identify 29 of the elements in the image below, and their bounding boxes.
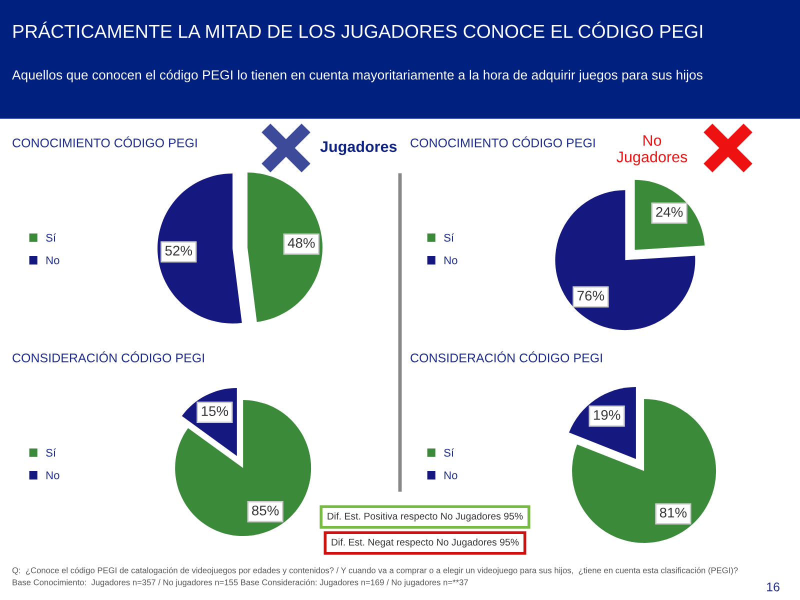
chart-title: CONSIDERACIÓN CÓDIGO PEGI xyxy=(410,351,602,362)
legend-label: Sí xyxy=(46,233,56,242)
legend-label: Sí xyxy=(444,233,454,242)
data-label: 15% xyxy=(202,406,228,416)
chart-title: CONOCIMIENTO CÓDIGO PEGI xyxy=(410,136,595,148)
text: PRÁCTICAMENTE LA MITAD DE LOS JUGADORES CONOCE EL CÓDIGO PEGI xyxy=(14,22,702,38)
text: No Jugadores xyxy=(616,135,688,166)
text: Dif. Est. Positiva respecto No Jugadores 95% xyxy=(328,512,523,522)
text: Aquellos que conocen el código PEGI lo tienen en cuenta mayoritariamente a la hora de adquirir juegos para sus hijos xyxy=(12,70,702,82)
chart-title: CONSIDERACIÓN CÓDIGO PEGI xyxy=(12,351,204,362)
legend-label: No xyxy=(46,256,60,264)
legend-label: No xyxy=(444,472,458,480)
legend-label: No xyxy=(444,256,458,264)
data-label: 52% xyxy=(165,246,192,256)
legend-label: Sí xyxy=(444,448,454,457)
legend-label: Sí xyxy=(46,448,56,457)
legend-label: No xyxy=(46,472,60,480)
data-label: 81% xyxy=(660,508,687,518)
data-label: 24% xyxy=(656,207,683,217)
chart-title: CONOCIMIENTO CÓDIGO PEGI xyxy=(12,136,197,148)
text: Base Conocimiento: Jugadores n=357 / No jugadores n=155 Base Consideración: Jugadores n=169 / No jugadores n=**37 xyxy=(12,579,468,587)
text: Jugadores xyxy=(320,140,397,156)
data-label: 85% xyxy=(252,506,279,516)
text: 16 xyxy=(767,582,780,592)
data-label: 76% xyxy=(578,290,604,301)
text: Dif. Est. Negat respecto No Jugadores 95% xyxy=(332,538,519,548)
text: Q: ¿Conoce el código PEGI de catalogación de videojuegos por edades y contenidos? / Y cuando va a comprar o a elegir un videojuego para sus hijos, ¿tiene en cuenta esta clasificación (PEGI)? xyxy=(12,567,738,575)
data-label: 19% xyxy=(594,410,620,420)
data-label: 48% xyxy=(288,238,315,248)
